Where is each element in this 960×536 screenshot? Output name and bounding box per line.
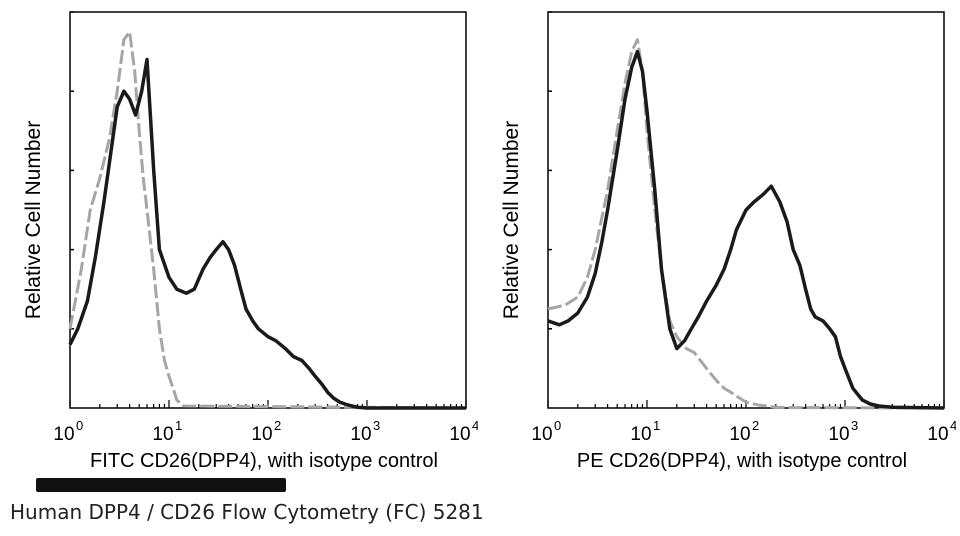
x-tick-label: 10 — [350, 424, 371, 445]
x-tick-exponent: 3 — [851, 418, 858, 433]
x-tick-label: 10 — [828, 424, 849, 445]
x-axis-label: FITC CD26(DPP4), with isotype control — [90, 450, 438, 472]
sample-curve — [68, 57, 466, 410]
redacted-text-bar — [36, 478, 286, 492]
x-tick-exponent: 0 — [554, 418, 561, 433]
x-tick-exponent: 4 — [472, 418, 478, 433]
histogram-pe: 10 0 10 1 10 2 10 3 10 4PE CD26(DPP4), with isoty… — [500, 11, 956, 472]
y-axis-label: Relative Cell Number — [22, 121, 45, 319]
x-tick-exponent: 1 — [175, 418, 182, 433]
plot-frame — [69, 11, 467, 409]
x-tick-label: 10 — [251, 424, 272, 445]
x-tick-label: 10 — [729, 424, 750, 445]
x-tick-exponent: 2 — [274, 418, 281, 433]
x-axis-label: PE CD26(DPP4), with isotype control — [577, 450, 907, 472]
x-tick-label: 10 — [53, 424, 74, 445]
x-tick-exponent: 3 — [373, 418, 380, 433]
x-tick-label: 10 — [152, 424, 173, 445]
isotype-control-curve — [68, 30, 467, 410]
x-tick-label: 10 — [927, 424, 948, 445]
isotype-control-curve — [547, 38, 945, 410]
x-tick-label: 10 — [531, 424, 552, 445]
figure-caption: Human DPP4 / CD26 Flow Cytometry (FC) 52… — [10, 500, 484, 524]
x-tick-exponent: 2 — [752, 418, 759, 433]
x-tick-label: 10 — [630, 424, 651, 445]
y-axis-label: Relative Cell Number — [500, 121, 523, 319]
x-tick-exponent: 1 — [653, 418, 660, 433]
x-tick-label: 10 — [449, 424, 470, 445]
sample-curve — [547, 49, 945, 410]
x-tick-exponent: 0 — [76, 418, 83, 433]
x-tick-exponent: 4 — [950, 418, 956, 433]
